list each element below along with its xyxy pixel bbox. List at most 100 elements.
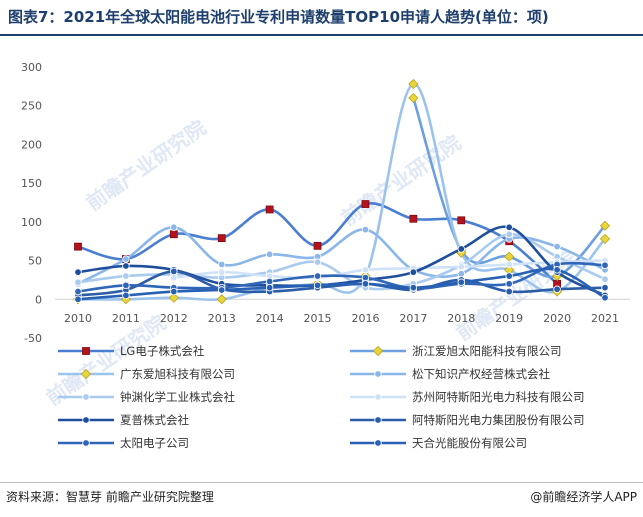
data-point <box>168 292 179 303</box>
data-point <box>218 260 226 269</box>
legend-swatch-marker <box>82 416 90 424</box>
data-point <box>122 281 130 290</box>
series-line <box>76 261 607 293</box>
x-tick-label: 2015 <box>304 312 332 325</box>
data-point <box>361 266 370 274</box>
y-tick-label: 150 <box>21 177 42 190</box>
data-point <box>313 281 322 290</box>
legend-label: 松下知识产权经营株式会社 <box>412 367 550 381</box>
legend-item: 夏普株式会社 <box>58 413 189 427</box>
x-tick-label: 2013 <box>208 312 236 325</box>
source-note: 资料来源：智慧芽 前瞻产业研究院整理 <box>6 490 214 504</box>
data-point <box>74 242 82 251</box>
y-tick-label: 300 <box>21 61 42 74</box>
data-point <box>505 287 513 296</box>
data-point <box>457 263 465 271</box>
data-point <box>122 272 130 280</box>
data-point <box>74 278 82 286</box>
line-chart: 前瞻产业研究院 前瞻产业研究院前瞻产业研究院前瞻产业研究院-50050100150… <box>21 61 630 450</box>
data-point <box>265 277 274 286</box>
data-point <box>504 251 515 262</box>
data-point <box>408 92 419 104</box>
y-tick-label: 0 <box>35 293 42 306</box>
series-line <box>172 259 607 280</box>
y-tick-label: -50 <box>24 332 42 345</box>
x-tick-label: 2010 <box>64 312 92 325</box>
data-point <box>409 214 418 223</box>
data-point <box>361 280 370 288</box>
x-tick-label: 2014 <box>256 312 284 325</box>
data-point <box>218 286 226 294</box>
legend-item: 松下知识产权经营株式会社 <box>350 367 550 381</box>
data-point <box>601 283 609 292</box>
footer-divider <box>0 482 643 483</box>
series-2 <box>408 92 611 282</box>
data-point <box>361 273 370 282</box>
chart-title: 图表7：2021年全球太阳能电池行业专利申请数量TOP10申请人趋势(单位：项) <box>8 8 549 26</box>
data-point <box>553 266 561 274</box>
x-tick-label: 2021 <box>591 312 619 325</box>
legend-item: 天合光能股份有限公司 <box>350 436 527 450</box>
x-tick-label: 2019 <box>495 312 523 325</box>
data-point <box>265 205 274 214</box>
data-point <box>169 230 178 239</box>
data-point <box>216 294 227 305</box>
data-point <box>457 278 465 286</box>
title-divider <box>0 34 643 36</box>
legend-label: 天合光能股份有限公司 <box>412 436 527 450</box>
legend-item: 太阳电子公司 <box>58 436 189 450</box>
series-line <box>412 96 607 279</box>
brand-credit: @前瞻经济学人APP <box>530 490 637 504</box>
legend-label: 钟渊化学工业株式会社 <box>120 390 235 404</box>
series-3 <box>72 78 611 305</box>
x-tick-label: 2017 <box>399 312 427 325</box>
data-point <box>505 272 513 280</box>
data-point <box>505 260 513 269</box>
data-point <box>361 200 370 208</box>
data-point <box>217 234 226 243</box>
data-point <box>457 270 465 278</box>
legend-swatch-marker <box>374 393 382 401</box>
legend-label: 浙江爱旭太阳能科技有限公司 <box>412 344 562 358</box>
data-point <box>409 268 418 276</box>
data-point <box>457 216 466 225</box>
legend-swatch-marker <box>82 347 90 355</box>
data-point <box>122 262 130 270</box>
data-point <box>601 275 609 283</box>
data-point <box>74 268 82 276</box>
legend-label: 夏普株式会社 <box>120 413 189 427</box>
legend-item: 钟渊化学工业株式会社 <box>58 390 235 404</box>
data-point <box>599 233 611 244</box>
y-tick-label: 100 <box>21 216 42 229</box>
data-point <box>74 287 82 296</box>
legend-label: 广东爱旭科技有限公司 <box>120 367 235 381</box>
x-tick-label: 2012 <box>160 312 188 325</box>
legend-item: LG电子株式会社 <box>58 344 205 358</box>
legend-swatch-marker <box>374 416 382 424</box>
data-point <box>122 255 130 263</box>
legend-label: 苏州阿特斯阳光电力科技有限公司 <box>412 390 585 404</box>
watermark-text: 前瞻产业研究院 <box>82 115 210 215</box>
legend-item: 浙江爱旭太阳能科技有限公司 <box>350 344 562 358</box>
data-point <box>265 283 274 292</box>
data-point <box>313 272 322 280</box>
data-point <box>505 280 513 288</box>
data-point <box>409 283 418 292</box>
y-tick-label: 250 <box>21 100 42 113</box>
y-tick-label: 50 <box>28 255 42 268</box>
data-point <box>218 268 226 276</box>
data-point <box>505 223 513 231</box>
data-point <box>457 245 465 253</box>
data-point <box>74 295 82 303</box>
legend-swatch-marker <box>374 439 382 447</box>
data-point <box>170 273 178 282</box>
data-point <box>599 220 611 231</box>
legend-swatch-marker <box>372 345 384 357</box>
series-line <box>76 267 607 301</box>
x-tick-label: 2020 <box>543 312 571 325</box>
data-point <box>170 267 178 276</box>
data-point <box>361 225 370 234</box>
data-point <box>265 250 274 259</box>
